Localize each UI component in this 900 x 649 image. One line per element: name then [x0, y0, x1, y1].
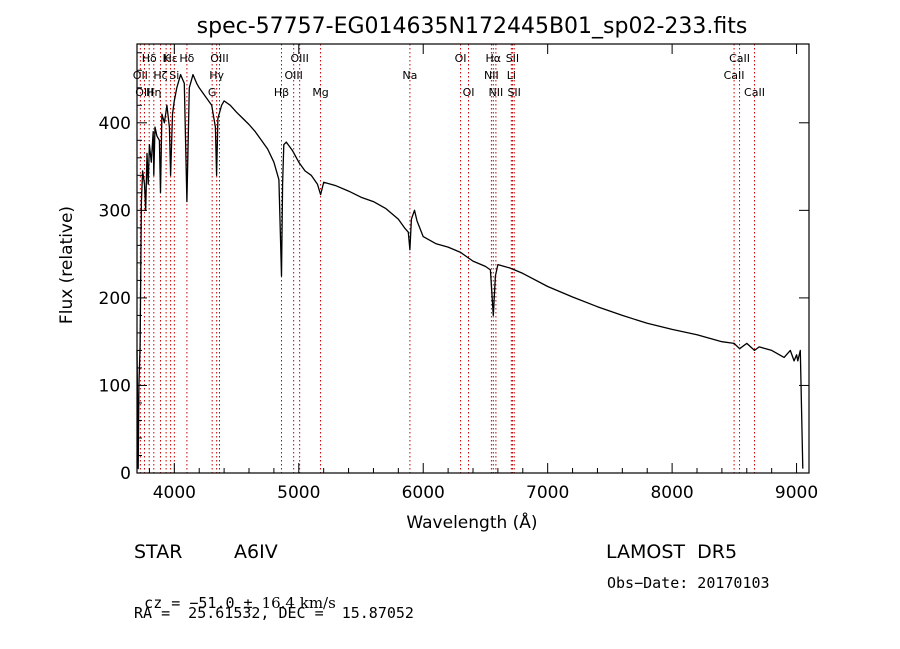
y-tick-label-3: 300 [99, 201, 131, 221]
x-tick-label-3: 7000 [526, 483, 569, 503]
survey-name: LAMOST DR5 [606, 541, 738, 563]
cz-prefix: cz = −51.0 ± [144, 594, 262, 612]
line-marker-label-6: OI [455, 52, 467, 65]
x-tick-label-1: 5000 [277, 483, 320, 503]
line-marker-label-8: SII [506, 52, 519, 65]
y-tick-label-2: 200 [99, 289, 131, 309]
x-tick-label-4: 8000 [650, 483, 693, 503]
line-marker-label-4: OIII [210, 52, 228, 65]
line-marker-label-19: OIII [135, 86, 153, 99]
observation-date: Obs−Date: 20170103 [607, 574, 770, 592]
line-marker-label-27: CaII [744, 86, 765, 99]
x-tick-label-0: 4000 [153, 483, 196, 503]
line-marker-label-13: Hγ [209, 69, 224, 82]
plot-frame [136, 43, 810, 474]
line-marker-label-17: Li [507, 69, 516, 82]
y-axis-label: Flux (relative) [57, 206, 77, 324]
x-axis-ticks: 4000 5000 6000 7000 8000 9000 [148, 44, 818, 503]
line-marker-label-24: OI [463, 86, 475, 99]
line-marker-label-9: CaII [729, 52, 750, 65]
x-tick-label-5: 9000 [775, 483, 818, 503]
line-marker-label-25: NII [489, 86, 504, 99]
spectral-line-markers [139, 44, 755, 473]
line-marker-label-7: Hα [486, 52, 502, 65]
line-marker-label-20: Hη [146, 86, 161, 99]
line-marker-label-22: Hβ [274, 86, 289, 99]
x-axis-label: Wavelength (Å) [406, 511, 537, 533]
y-tick-label-4: 400 [99, 114, 131, 134]
line-marker-label-26: SII [507, 86, 520, 99]
line-marker-label-10: OII [133, 69, 148, 82]
line-marker-label-3: Hδ [179, 52, 194, 65]
line-marker-label-5: OIII [290, 52, 308, 65]
y-tick-label-0: 0 [120, 464, 131, 484]
line-marker-label-11: Hζ [153, 69, 167, 82]
line-marker-label-1: K [163, 52, 171, 65]
x-tick-label-2: 6000 [402, 483, 445, 503]
line-marker-label-16: NII [484, 69, 499, 82]
spectral-subclass: A6IV [234, 541, 278, 563]
line-marker-label-0: Hδ [142, 52, 157, 65]
line-marker-label-12: Si [169, 69, 179, 82]
spectrum-line [136, 73, 804, 470]
y-axis-ticks: 0 100 200 300 400 [99, 52, 809, 484]
y-tick-label-1: 100 [99, 376, 131, 396]
redshift-line: cz = −51.0 ± 16.4 km/s [134, 574, 336, 612]
cz-value: 16.4 km/s [261, 594, 336, 612]
line-marker-label-23: Mg [312, 86, 328, 99]
line-marker-label-15: Na [402, 69, 417, 82]
coordinates: RA = 25.61532, DEC = 15.87052 [134, 604, 414, 622]
line-marker-label-14: OIII [284, 69, 302, 82]
chart-title: spec-57757-EG014635N172445B01_sp02-233.f… [197, 14, 748, 39]
line-marker-label-2: Hε [163, 52, 177, 65]
line-marker-label-18: CaII [724, 69, 745, 82]
line-marker-label-21: G [208, 86, 217, 99]
object-class: STAR [134, 541, 183, 563]
